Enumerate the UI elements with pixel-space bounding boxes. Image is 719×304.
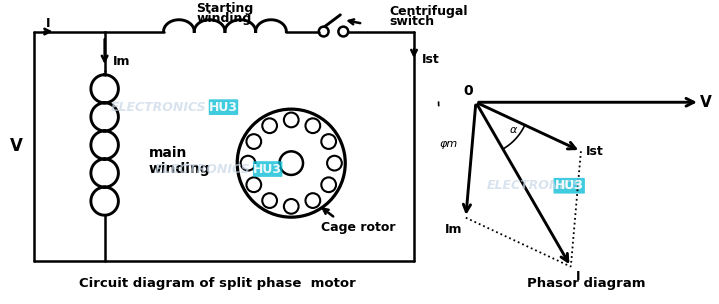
Text: φm: φm (439, 139, 457, 148)
Text: HU3: HU3 (554, 179, 584, 192)
Text: main
winding: main winding (149, 146, 211, 176)
Text: α: α (510, 125, 517, 135)
Text: HU3: HU3 (209, 101, 238, 114)
Text: ELECTRONICS: ELECTRONICS (111, 101, 206, 114)
Text: Im: Im (445, 223, 463, 236)
Text: switch: switch (390, 15, 434, 28)
Text: ELECTRONICS: ELECTRONICS (487, 179, 582, 192)
Text: Ist: Ist (422, 53, 439, 66)
Text: Circuit diagram of split phase  motor: Circuit diagram of split phase motor (79, 278, 356, 290)
Text: Starting: Starting (196, 2, 253, 16)
Text: 0: 0 (463, 84, 473, 98)
Text: I: I (576, 270, 580, 283)
Text: Ist: Ist (586, 145, 603, 158)
FancyBboxPatch shape (253, 161, 283, 177)
Text: winding: winding (197, 12, 252, 25)
Text: HU3: HU3 (253, 163, 282, 175)
Text: Cage rotor: Cage rotor (321, 222, 395, 234)
Text: Centrifugal: Centrifugal (390, 5, 468, 19)
FancyBboxPatch shape (554, 178, 585, 194)
Text: Phasor diagram: Phasor diagram (526, 278, 645, 290)
Text: V: V (10, 137, 23, 155)
FancyBboxPatch shape (209, 99, 238, 115)
Text: V: V (700, 95, 712, 110)
Text: ELECTRONICS: ELECTRONICS (155, 163, 251, 175)
Text: Im: Im (112, 54, 130, 67)
Text: I: I (45, 17, 50, 30)
